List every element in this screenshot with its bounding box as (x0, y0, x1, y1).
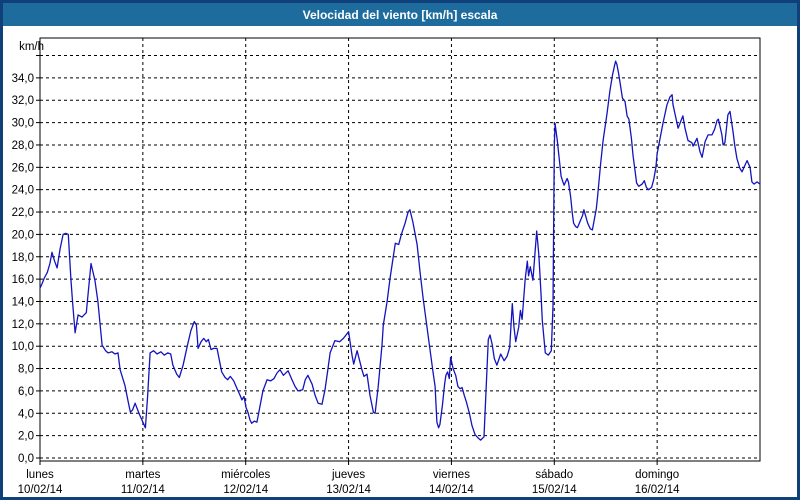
y-axis-tick-label: 26,0 (12, 162, 34, 174)
x-axis-date-label: 15/02/14 (532, 484, 577, 496)
x-axis-day-label: lunes (26, 469, 54, 481)
wind-speed-series-line (39, 60, 761, 441)
y-axis-tick-label: 28,0 (12, 140, 34, 152)
x-axis-day-label: martes (125, 469, 160, 481)
x-axis-day-label: jueves (331, 469, 365, 481)
window-title: Velocidad del viento [km/h] escala (302, 7, 498, 22)
x-axis-date-label: 14/02/14 (429, 484, 474, 496)
x-axis-date-label: 10/02/14 (18, 484, 63, 496)
y-axis-tick-label: 0,0 (18, 453, 34, 465)
x-axis-date-label: 11/02/14 (121, 484, 166, 496)
y-axis-tick-label: 34,0 (12, 73, 34, 85)
x-axis-date-label: 16/02/14 (635, 484, 680, 496)
x-axis-day-label: domingo (635, 469, 679, 481)
y-axis-tick-label: 32,0 (12, 95, 34, 107)
y-axis-tick-label: 16,0 (12, 274, 34, 286)
x-axis-date-label: 13/02/14 (326, 484, 371, 496)
wind-speed-line-chart: lunes 10/02/14 martes 11/02/14 miércoles 12/0… (12, 37, 761, 496)
x-axis-date-label: 12/02/14 (223, 484, 268, 496)
y-axis-tick-label: 20,0 (12, 229, 34, 241)
window-titlebar: Velocidad del viento [km/h] escala (3, 3, 797, 26)
chart-container: lunes 10/02/14 martes 11/02/14 miércoles 12/0… (3, 26, 797, 497)
y-axis-tick-label: 30,0 (12, 118, 34, 130)
y-axis-tick-label: 4,0 (18, 408, 34, 420)
y-axis-tick-label: 6,0 (18, 386, 34, 398)
y-axis-tick-label: 8,0 (18, 364, 34, 376)
y-axis-tick-label: 22,0 (12, 207, 34, 219)
x-axis-day-label: sábado (535, 469, 573, 481)
y-axis-tick-label: 2,0 (18, 431, 34, 443)
y-axis-tick-label: 12,0 (12, 319, 34, 331)
x-axis-day-label: miércoles (221, 469, 270, 481)
y-axis-tick-label: 24,0 (12, 185, 34, 197)
y-axis-tick-label: 10,0 (12, 341, 34, 353)
x-axis-day-label: viernes (433, 469, 470, 481)
y-axis-tick-label: 18,0 (12, 252, 34, 264)
y-axis-tick-label: 14,0 (12, 296, 34, 308)
y-axis-unit-label: km/h (19, 41, 44, 53)
